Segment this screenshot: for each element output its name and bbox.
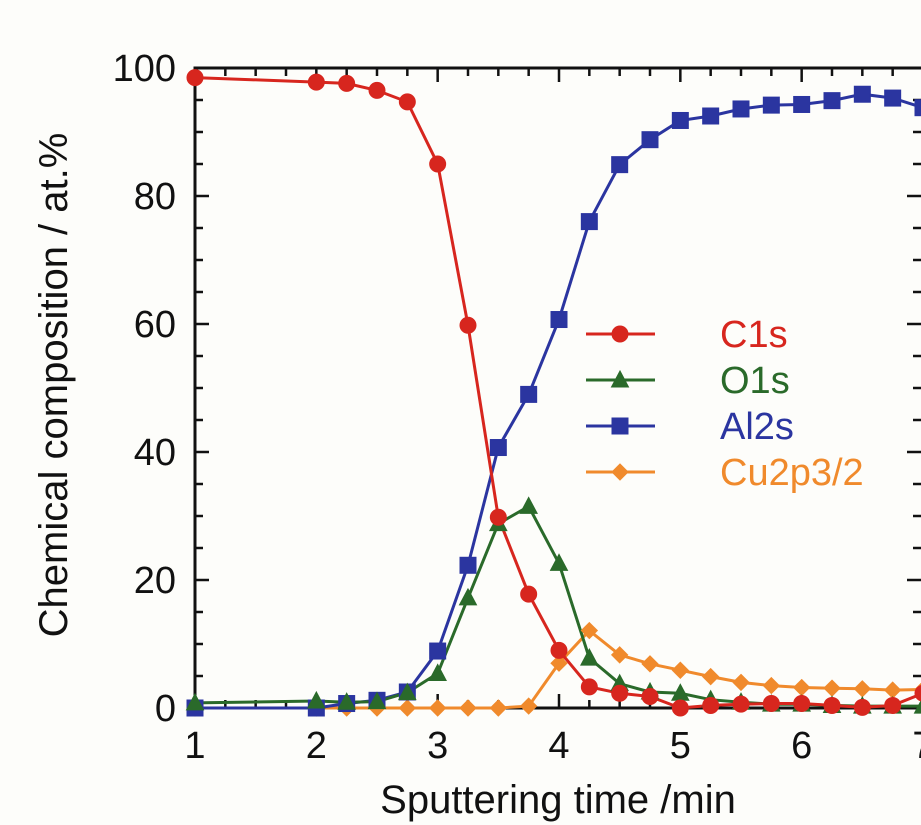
- marker-al2s: [641, 131, 659, 149]
- y-tick-label: 80: [134, 176, 176, 218]
- marker-al2s: [702, 107, 720, 125]
- legend-label-cu2p3-2: Cu2p3/2: [720, 452, 864, 494]
- marker-cu2p3-2: [701, 667, 720, 686]
- marker-c1s: [732, 695, 750, 713]
- marker-al2s: [520, 385, 538, 403]
- marker-o1s: [337, 692, 356, 710]
- marker-cu2p3-2: [550, 654, 568, 672]
- marker-o1s: [519, 496, 538, 514]
- marker-cu2p3-2: [671, 661, 690, 679]
- y-tick-label: 20: [134, 560, 176, 602]
- marker-c1s: [641, 687, 659, 705]
- series-line-c1s: [194, 76, 921, 710]
- marker-al2s: [489, 439, 507, 457]
- marker-cu2p3-2: [519, 697, 538, 715]
- marker-cu2p3-2: [428, 699, 447, 717]
- legend-marker-o1s: [610, 369, 630, 388]
- marker-cu2p3-2: [580, 621, 599, 640]
- marker-o1s: [398, 682, 417, 701]
- marker-c1s: [853, 698, 871, 716]
- x-tick-label: 6: [791, 725, 812, 767]
- marker-c1s: [702, 696, 720, 714]
- marker-cu2p3-2: [762, 676, 781, 695]
- marker-al2s: [762, 96, 780, 114]
- marker-o1s: [549, 553, 569, 571]
- marker-c1s: [580, 678, 598, 696]
- marker-al2s: [732, 100, 750, 118]
- marker-c1s: [793, 695, 811, 713]
- marker-al2s: [429, 642, 447, 660]
- marker-o1s: [307, 690, 326, 709]
- marker-al2s: [884, 89, 902, 107]
- marker-c1s: [307, 73, 325, 91]
- marker-cu2p3-2: [732, 673, 750, 692]
- marker-c1s: [914, 685, 921, 702]
- x-axis-title: Sputtering time /min: [380, 778, 736, 822]
- marker-c1s: [520, 585, 538, 603]
- marker-al2s: [914, 99, 921, 117]
- marker-o1s: [185, 692, 205, 711]
- series-lines: [194, 76, 921, 710]
- marker-cu2p3-2: [610, 646, 629, 664]
- marker-c1s: [186, 69, 204, 87]
- x-tick-label: 5: [670, 725, 691, 767]
- marker-c1s: [459, 316, 477, 334]
- marker-c1s: [762, 695, 780, 713]
- marker-c1s: [884, 696, 902, 714]
- x-tick-label: 7: [912, 725, 921, 767]
- marker-o1s: [367, 691, 387, 710]
- marker-o1s: [580, 648, 599, 666]
- marker-al2s: [550, 311, 568, 329]
- x-tick-label: 3: [427, 725, 448, 767]
- marker-al2s: [823, 92, 841, 110]
- marker-o1s: [428, 663, 447, 681]
- legend-label-c1s: C1s: [720, 314, 788, 356]
- x-tick-label: 4: [548, 725, 569, 767]
- legend-label-al2s: Al2s: [720, 406, 794, 448]
- marker-o1s: [913, 699, 921, 714]
- y-tick-label: 100: [113, 48, 176, 90]
- marker-cu2p3-2: [489, 699, 508, 717]
- marker-c1s: [611, 684, 629, 702]
- marker-al2s: [611, 156, 629, 174]
- marker-c1s: [823, 696, 841, 714]
- y-tick-label: 40: [134, 432, 176, 474]
- y-axis-title: Chemical composition / at.%: [32, 133, 76, 638]
- marker-c1s: [429, 155, 447, 173]
- marker-al2s: [853, 85, 871, 103]
- marker-al2s: [793, 95, 811, 113]
- marker-c1s: [671, 699, 689, 717]
- marker-cu2p3-2: [398, 699, 417, 717]
- legend-marker-al2s: [611, 417, 629, 435]
- marker-o1s: [458, 587, 478, 606]
- y-tick-label: 0: [155, 688, 176, 730]
- x-tick-label: 2: [306, 725, 327, 767]
- marker-c1s: [489, 508, 507, 526]
- marker-al2s: [671, 111, 689, 129]
- legend-marker-c1s: [611, 325, 629, 343]
- series-markers: [185, 69, 921, 717]
- marker-c1s: [338, 74, 356, 92]
- legend-marker-cu2p3-2: [611, 463, 629, 481]
- marker-c1s: [398, 93, 416, 111]
- series-line-cu2p3-2: [195, 628, 921, 710]
- plot-area: [193, 66, 921, 710]
- marker-cu2p3-2: [641, 655, 659, 673]
- axis-tick-labels: 1 2 3 4 5 6 7 0 20 40 60 80 100: [113, 48, 921, 767]
- marker-c1s: [550, 641, 568, 659]
- x-tick-label: 1: [184, 725, 205, 767]
- marker-al2s: [459, 556, 477, 574]
- legend-label-o1s: O1s: [720, 360, 790, 402]
- marker-cu2p3-2: [459, 699, 477, 717]
- marker-c1s: [368, 81, 386, 99]
- y-tick-label: 60: [134, 304, 176, 346]
- marker-al2s: [580, 213, 598, 231]
